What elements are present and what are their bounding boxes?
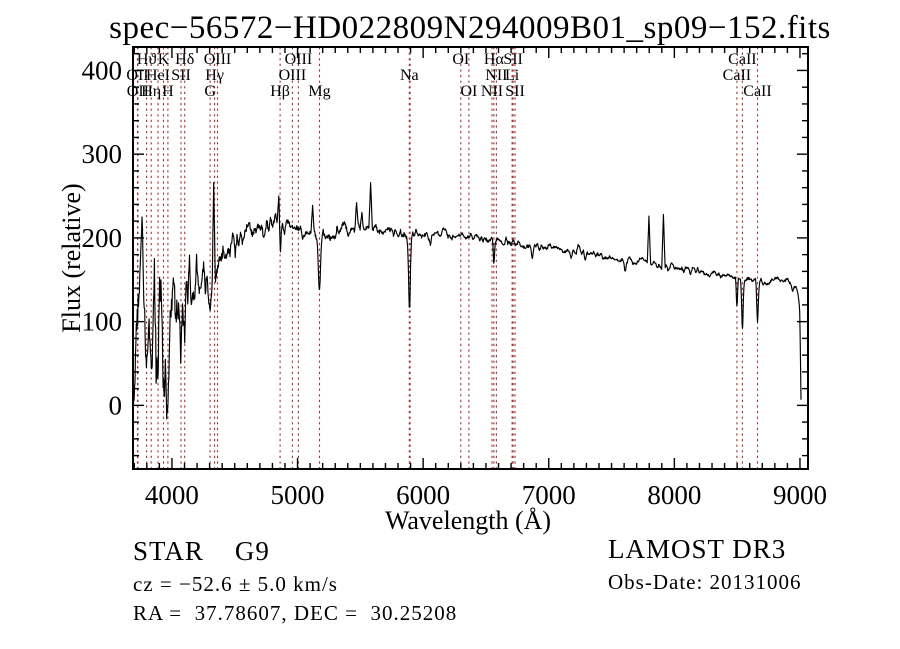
y-tick-label: 200 xyxy=(82,223,123,253)
spectral-line-label: Hγ xyxy=(205,67,224,84)
survey-text: LAMOST DR3 xyxy=(608,534,786,564)
x-tick-label: 8000 xyxy=(647,480,701,510)
x-tick-label: 4000 xyxy=(145,480,199,510)
plot-axes xyxy=(132,46,809,470)
spectral-line-label: OIII xyxy=(204,51,232,68)
spectrum-path xyxy=(132,182,802,420)
spectral-line-label: SII xyxy=(505,83,525,100)
y-tick-label: 400 xyxy=(82,55,123,85)
cz-text: cz = −52.6 ± 5.0 km/s xyxy=(133,572,338,596)
spectrum-trace xyxy=(132,182,802,420)
spectral-line-label: NII xyxy=(481,83,503,100)
obsdate-text: Obs-Date: 20131006 xyxy=(608,570,802,594)
spectral-line-label: Hη xyxy=(141,83,161,100)
y-tick-label: 300 xyxy=(82,139,123,169)
spectral-line-label: G xyxy=(204,83,216,100)
y-tick-label: 100 xyxy=(82,307,123,337)
axis-tick-labels: 4000 5000 6000 7000 8000 9000 0 100 200 300 400 xyxy=(82,55,827,510)
spectral-line-label: OII xyxy=(126,67,148,84)
spectral-line-label: K xyxy=(158,51,170,68)
object-class-text: STAR G9 xyxy=(133,536,270,566)
spectral-line-label: Hβ xyxy=(270,83,290,100)
spectral-line-label: Hδ xyxy=(175,51,194,68)
spectral-line-label: CaII xyxy=(723,67,751,84)
x-tick-label: 9000 xyxy=(773,480,827,510)
spectral-line-label: NII xyxy=(485,67,507,84)
spectral-line-label: Li xyxy=(505,67,520,84)
spectral-line-label: CaII xyxy=(743,83,771,100)
spectral-line-label: CaII xyxy=(728,51,756,68)
x-axis-label: Wavelength (Å) xyxy=(385,506,551,535)
spectral-line-label: OIII xyxy=(279,67,307,84)
x-tick-label: 5000 xyxy=(271,480,325,510)
spectral-line-label: HeI xyxy=(146,67,170,84)
spectral-line-label: OIII xyxy=(285,51,313,68)
plot-frame xyxy=(132,46,809,470)
spectral-line-label: SII xyxy=(503,51,523,68)
spectral-line-labels: OIIOIIHϑHηHeIKHSIIHδGHγOIIIHβOIIIOIIIMgN… xyxy=(126,51,771,100)
spectral-line-label: Mg xyxy=(308,83,330,100)
plot-title: spec−56572−HD022809N294009B01_sp09−152.f… xyxy=(109,10,831,46)
y-axis-label: Flux (relative) xyxy=(57,183,86,332)
x-tick-label: 7000 xyxy=(522,480,576,510)
spectral-line-label: SII xyxy=(171,67,191,84)
spectral-line-label: Hα xyxy=(484,51,505,68)
spectral-line-label: OI xyxy=(460,83,477,100)
spectral-line-label: OI xyxy=(452,51,469,68)
spectral-line-label: Hϑ xyxy=(137,51,157,68)
radec-text: RA = 37.78607, DEC = 30.25208 xyxy=(133,601,457,625)
spectral-line-label: OII xyxy=(127,83,149,100)
x-tick-label: 6000 xyxy=(396,480,450,510)
y-tick-label: 0 xyxy=(109,390,123,420)
spectral-line-label: Na xyxy=(400,67,419,84)
spectral-line-label: H xyxy=(162,83,174,100)
